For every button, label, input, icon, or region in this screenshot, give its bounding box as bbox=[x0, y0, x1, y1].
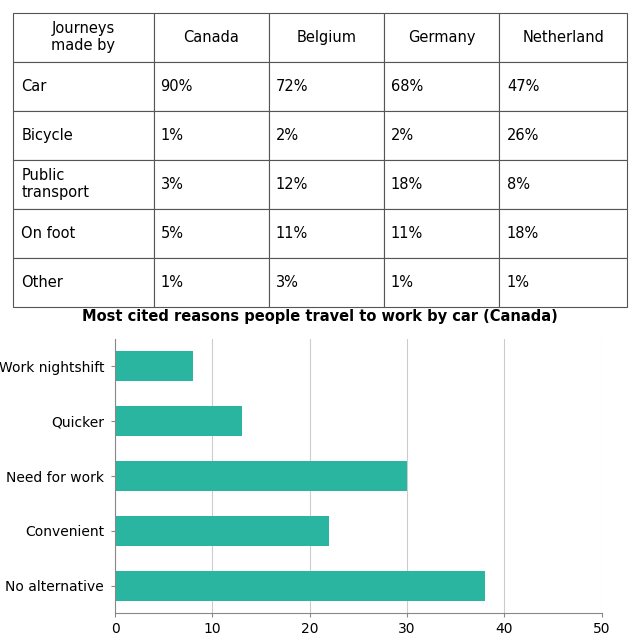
Bar bbox=[115, 571, 485, 601]
Bar bbox=[115, 406, 242, 436]
Bar bbox=[115, 461, 407, 491]
Bar bbox=[115, 516, 329, 546]
Bar bbox=[115, 351, 193, 381]
Text: Most cited reasons people travel to work by car (Canada): Most cited reasons people travel to work… bbox=[82, 309, 558, 324]
